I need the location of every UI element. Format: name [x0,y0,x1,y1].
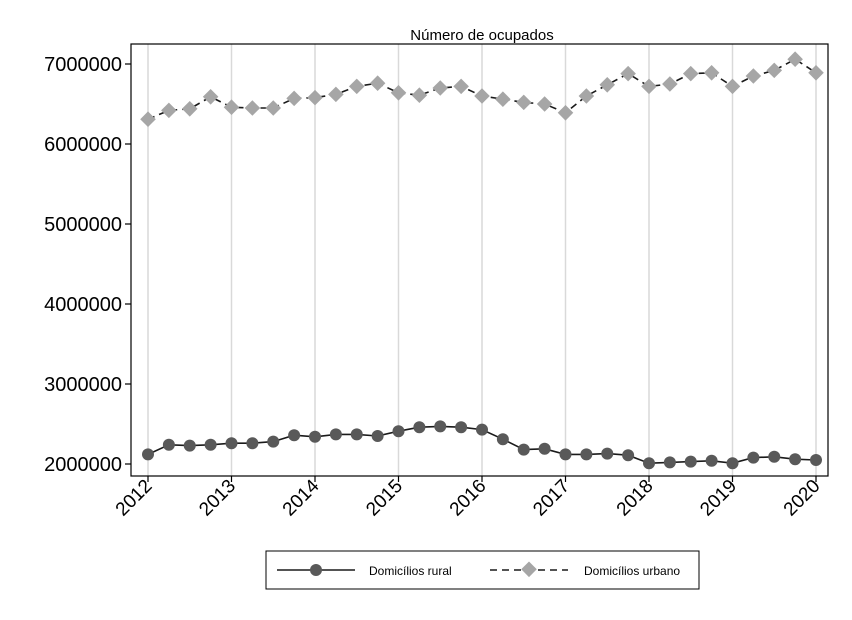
legend-label-rural: Domicílios rural [369,564,452,578]
data-point [684,455,697,468]
data-point [663,456,676,469]
data-point [223,99,240,115]
data-point [515,94,532,111]
y-tick-label-3000000: 3000000 [44,374,122,396]
data-point [682,65,699,82]
x-axis-tick-labels: 2012 2013 2014 2015 2016 2017 2018 2019 2020 [112,475,825,520]
data-point [244,100,261,116]
data-point [309,430,321,443]
data-point [307,89,323,106]
data-point [787,51,803,67]
data-point [181,101,198,117]
data-point [246,437,259,450]
data-point [390,85,407,101]
data-point [161,102,177,119]
data-point [371,430,384,442]
data-point [643,457,655,470]
data-point [455,421,468,434]
data-point [453,78,469,95]
x-tick-label-2020: 2020 [780,476,825,521]
x-tick-label-2019: 2019 [696,476,741,521]
data-point [538,442,551,455]
data-point [641,78,657,95]
data-point [580,448,593,461]
data-point [726,457,739,470]
x-tick-label-2018: 2018 [613,476,658,521]
data-point [328,86,344,103]
data-point [810,454,822,466]
data-point [495,91,511,107]
series-rural [142,420,822,470]
data-point [348,78,365,95]
data-point [329,428,342,441]
data-point [183,439,196,452]
y-tick-label-5000000: 5000000 [44,214,122,236]
data-point [557,105,574,121]
data-point [705,454,718,467]
data-point [140,111,156,127]
data-point [202,89,219,105]
data-point [536,96,553,112]
data-point [474,88,490,104]
data-point [599,77,616,93]
data-point [808,65,824,81]
data-point [745,68,762,84]
data-point [622,449,635,462]
data-point [204,438,217,451]
y-tick-label-7000000: 7000000 [44,54,122,76]
data-point [724,78,741,95]
data-point [789,453,802,466]
x-tick-label-2014: 2014 [279,475,324,520]
data-point [142,448,154,461]
data-point [768,450,781,463]
data-point [517,443,530,456]
legend-label-urbano: Domicílios urbano [584,564,680,578]
data-point [286,90,302,107]
data-point [267,435,280,448]
data-point [747,451,760,464]
data-point [411,87,428,103]
x-tick-label-2012: 2012 [112,476,157,521]
data-point [620,65,636,82]
data-point [392,425,405,438]
legend-marker-rural [310,564,322,576]
data-point [601,447,614,460]
x-tick-label-2013: 2013 [195,476,240,521]
data-point [766,62,783,79]
data-point [225,437,238,450]
data-point [265,100,282,116]
data-point [434,420,447,433]
y-tick-label-4000000: 4000000 [44,294,122,316]
x-tick-label-2015: 2015 [362,476,407,521]
data-point [162,438,175,451]
y-tick-label-2000000: 2000000 [44,454,122,476]
legend: Domicílios rural Domicílios urbano [265,550,700,590]
y-tick-label-6000000: 6000000 [44,134,122,156]
data-point [662,76,678,92]
plot-area [130,43,829,477]
legend-marker-urbano [521,561,537,578]
chart-title: Número de ocupados [410,27,553,44]
data-point [578,88,595,104]
data-point [413,421,426,434]
data-point [559,448,572,461]
data-point [496,433,509,446]
x-tick-label-2017: 2017 [529,476,574,521]
data-point [350,428,363,441]
data-point [476,423,488,436]
data-point [432,80,449,96]
y-axis-tick-labels: 2000000 3000000 4000000 5000000 6000000 70000… [44,54,131,476]
x-tick-label-2016: 2016 [446,476,491,521]
data-point [703,65,720,81]
data-point [288,429,301,442]
data-point [369,75,386,91]
